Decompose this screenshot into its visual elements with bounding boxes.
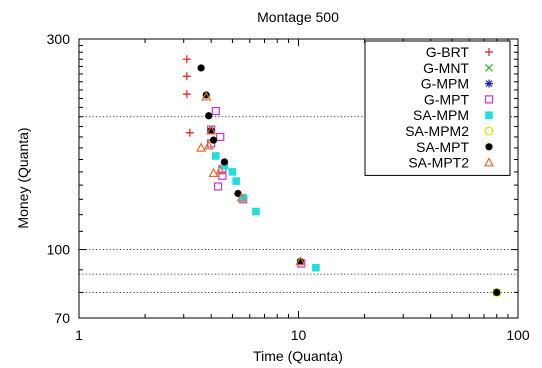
marker-shape: [216, 132, 225, 142]
data-point: [234, 189, 242, 198]
data-point: [232, 177, 240, 185]
marker-shape: [212, 152, 220, 160]
legend-label: SA-MPT: [416, 139, 469, 155]
marker-shape: [484, 126, 494, 136]
marker-shape: [295, 256, 306, 266]
marker-shape: [485, 143, 493, 151]
legend-label: SA-MPT2: [408, 155, 469, 171]
marker-shape: [213, 182, 223, 191]
marker-shape: [236, 192, 247, 202]
data-point: [197, 64, 205, 72]
data-point: [218, 171, 227, 180]
data-point: [295, 256, 306, 266]
marker-shape: [215, 165, 226, 175]
x-axis-label: Time (Quanta): [253, 348, 343, 364]
marker-shape: [209, 136, 218, 144]
legend-marker: [485, 63, 493, 72]
marker-shape: [185, 128, 194, 137]
marker-shape: [312, 263, 320, 272]
data-point: [201, 91, 212, 101]
marker-shape: [234, 189, 242, 198]
marker-shape: [220, 161, 229, 170]
data-point: [493, 288, 501, 297]
data-point: [211, 106, 220, 116]
legend-label: G-BRT: [426, 44, 470, 60]
legend-marker: [484, 95, 494, 104]
data-point: [220, 158, 229, 166]
marker-shape: [201, 91, 212, 101]
x-tick-label: 10: [291, 327, 307, 343]
marker-shape: [208, 167, 219, 177]
marker-shape: [484, 95, 494, 104]
x-tick-label: 1: [75, 327, 83, 343]
marker-shape: [232, 177, 240, 185]
marker-shape: [492, 287, 502, 297]
data-points: [182, 55, 502, 297]
marker-shape: [485, 63, 493, 72]
data-point: [208, 167, 219, 177]
marker-shape: [196, 142, 207, 152]
marker-shape: [205, 112, 213, 120]
data-point: [216, 132, 225, 142]
legend-label: G-MPM: [421, 76, 469, 92]
data-point: [209, 136, 218, 144]
data-point: [215, 165, 226, 175]
marker-shape: [211, 106, 220, 116]
marker-shape: [485, 79, 493, 88]
legend-label: SA-MPM2: [405, 123, 469, 139]
marker-shape: [252, 207, 260, 216]
data-point: [212, 152, 220, 160]
y-axis-label: Money (Quanta): [15, 127, 31, 228]
data-point: [196, 142, 207, 152]
marker-shape: [483, 157, 495, 167]
legend-label: G-MNT: [423, 60, 469, 76]
data-point: [312, 263, 320, 272]
marker-shape: [182, 90, 191, 99]
data-point: [252, 207, 260, 216]
marker-shape: [218, 171, 227, 180]
data-point: [185, 128, 194, 137]
legend-marker: [485, 111, 493, 119]
data-point: [206, 125, 217, 135]
marker-shape: [206, 125, 217, 135]
marker-shape: [220, 158, 229, 166]
marker-shape: [228, 168, 237, 176]
y-tick-label: 70: [54, 310, 70, 326]
legend-label: SA-MPM: [413, 107, 469, 123]
marker-shape: [182, 55, 191, 64]
y-tick-label: 100: [47, 242, 71, 258]
x-tick-label: 100: [506, 327, 530, 343]
marker-shape: [485, 48, 493, 56]
legend-marker: [485, 79, 493, 88]
legend: G-BRTG-MNTG-MPMG-MPTSA-MPMSA-MPM2SA-MPTS…: [364, 40, 511, 176]
legend-box: [364, 40, 511, 176]
data-point: [203, 140, 214, 150]
data-point: [213, 182, 223, 191]
legend-marker: [485, 143, 493, 151]
legend-label: G-MPT: [424, 91, 470, 107]
marker-shape: [485, 111, 493, 119]
legend-marker: [485, 48, 493, 56]
legend-marker: [484, 126, 494, 136]
legend-marker: [483, 157, 495, 167]
marker-shape: [182, 72, 191, 81]
data-point: [182, 55, 191, 64]
marker-shape: [493, 288, 501, 297]
data-point: [182, 72, 191, 81]
marker-shape: [203, 140, 214, 150]
chart-title: Montage 500: [257, 9, 339, 25]
data-point: [228, 168, 237, 176]
data-point: [205, 112, 213, 120]
y-tick-label: 300: [47, 31, 71, 47]
data-point: [182, 90, 191, 99]
data-point: [236, 192, 247, 202]
data-point: [492, 287, 502, 297]
marker-shape: [197, 64, 205, 72]
data-point: [220, 161, 229, 170]
